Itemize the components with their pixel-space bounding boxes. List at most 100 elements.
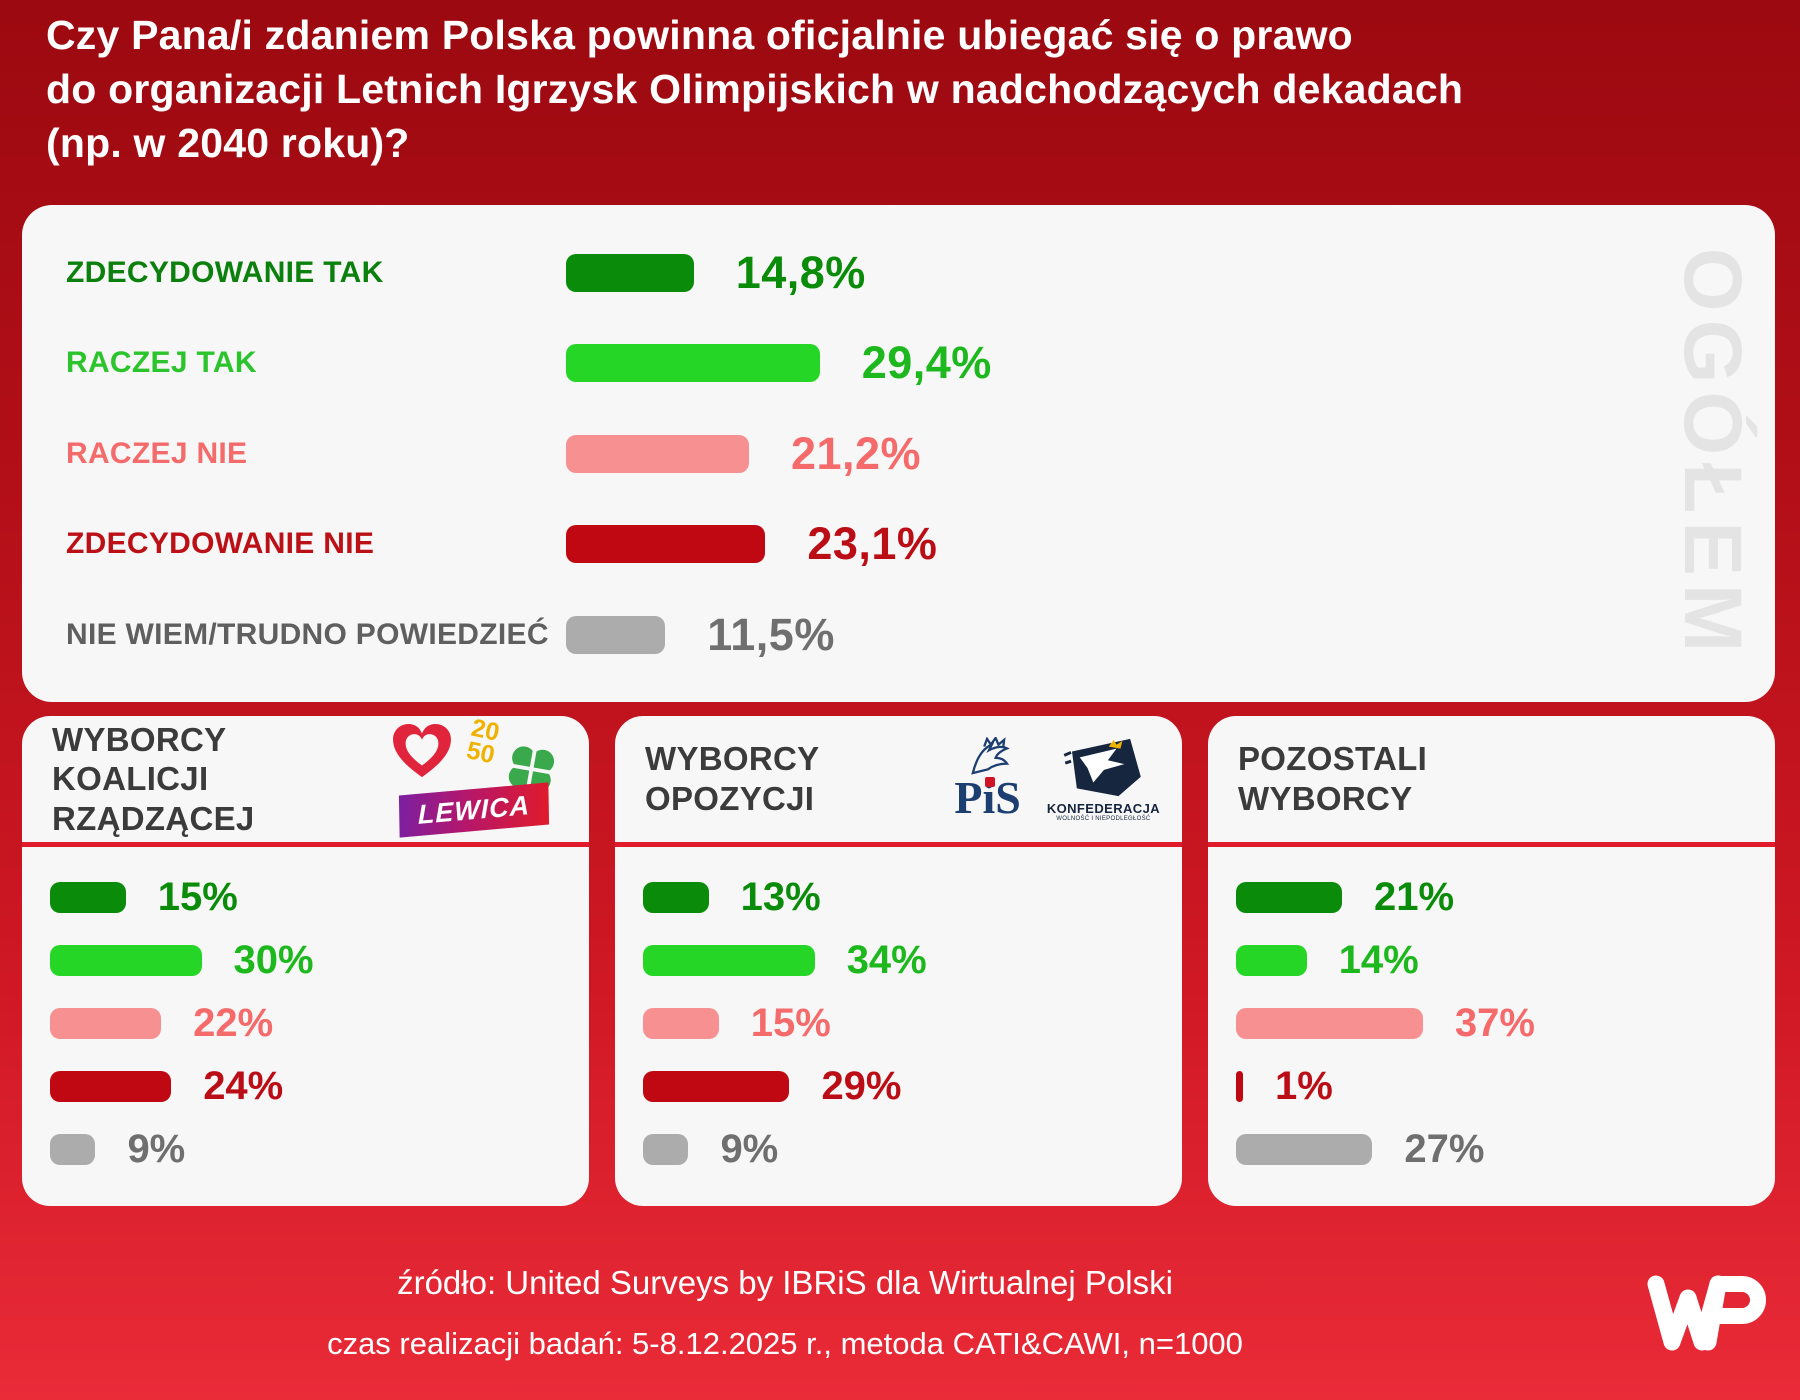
value-label: 1% <box>1275 1064 1333 1108</box>
value-bar <box>566 525 766 563</box>
value-bar <box>566 253 694 292</box>
red-divider <box>22 842 589 847</box>
value-label: 15% <box>157 875 238 919</box>
value-label: 9% <box>720 1127 779 1171</box>
panel-bar-chart: 13% 34% 15% 29% 9% <box>615 847 1182 1206</box>
value-label: 21% <box>1374 875 1455 919</box>
chart-row: 9% <box>643 1127 1154 1172</box>
answer-label: RACZEJ TAK <box>66 346 257 379</box>
opposition-logos: PiS KONFEDERACJA WOLNOŚĆ I NIEPODLEGŁOŚĆ <box>954 736 1160 822</box>
konfederacja-eagle-icon <box>1064 738 1142 797</box>
chart-row: 37% <box>1236 1001 1747 1046</box>
panel-title: POZOSTALI WYBORCY <box>1238 740 1428 817</box>
answer-label: RACZEJ NIE <box>66 436 248 470</box>
value-label: 22% <box>193 1001 274 1045</box>
voter-group-panels: WYBORCY KOALICJI RZĄDZĄCEJ 20 50 LEWICA 15% 3… <box>22 716 1775 1206</box>
chart-row: 14% <box>1236 938 1747 983</box>
value-bar <box>50 1008 162 1039</box>
panel-title: WYBORCY OPOZYCJI <box>645 740 820 817</box>
value-label: 11,5% <box>707 608 835 660</box>
konfederacja-wordmark: KONFEDERACJA <box>1046 801 1160 816</box>
panel-header: POZOSTALI WYBORCY <box>1208 716 1775 842</box>
chart-row: 21% <box>1236 875 1747 920</box>
value-label: 37% <box>1454 1001 1535 1045</box>
chart-row: 34% <box>643 938 1154 983</box>
pis-logo: PiS <box>954 737 1021 821</box>
voter-panel: WYBORCY OPOZYCJI PiS KONFEDERACJA WOLNOŚĆ I… <box>615 716 1182 1206</box>
value-label: 29% <box>821 1064 902 1108</box>
value-bar <box>50 1071 172 1102</box>
konfederacja-logo: KONFEDERACJA WOLNOŚĆ I NIEPODLEGŁOŚĆ <box>1047 736 1160 822</box>
value-bar <box>566 615 666 654</box>
value-label: 14% <box>1338 938 1419 982</box>
value-label: 14,8% <box>735 246 866 298</box>
panel-bar-chart: 21% 14% 37% 1% 27% <box>1208 847 1775 1206</box>
value-bar <box>1236 1008 1423 1039</box>
voter-panel: WYBORCY KOALICJI RZĄDZĄCEJ 20 50 LEWICA 15% 3… <box>22 716 589 1206</box>
chart-row: 13% <box>643 875 1154 920</box>
overall-bar-chart: ZDECYDOWANIE TAK 14,8% RACZEJ TAK 29,4% RACZ… <box>22 219 1775 688</box>
source-note: źródło: United Surveys by IBRiS dla Wirt… <box>397 1264 1173 1301</box>
value-bar <box>1236 882 1343 913</box>
value-bar <box>1236 945 1307 976</box>
red-divider <box>1208 842 1775 847</box>
coalition-logos: 20 50 LEWICA <box>389 716 567 839</box>
pis-eagle-icon <box>970 737 1010 775</box>
panel-header: WYBORCY OPOZYCJI PiS KONFEDERACJA WOLNOŚĆ I… <box>615 716 1182 842</box>
value-label: 9% <box>127 1127 186 1171</box>
lewica-logo: LEWICA <box>398 782 550 838</box>
value-label: 21,2% <box>790 427 922 479</box>
pis-i-dot <box>984 777 995 787</box>
value-bar <box>1236 1134 1373 1165</box>
chart-row: 1% <box>1236 1064 1747 1109</box>
value-label: 27% <box>1404 1127 1485 1171</box>
value-bar <box>50 1134 96 1165</box>
panel-bar-chart: 15% 30% 22% 24% 9% <box>22 847 589 1206</box>
ko-heart-icon <box>393 723 451 778</box>
value-bar <box>566 344 820 382</box>
wp-logo <box>1642 1262 1774 1367</box>
konfederacja-slogan: WOLNOŚĆ I NIEPODLEGŁOŚĆ <box>1056 816 1151 822</box>
chart-row: RACZEJ TAK 29,4% <box>22 326 1775 400</box>
value-label: 30% <box>233 938 314 982</box>
chart-row: NIE WIEM/TRUDNO POWIEDZIEĆ 11,5% <box>22 598 1775 672</box>
chart-row: RACZEJ NIE 21,2% <box>22 417 1775 491</box>
chart-row: ZDECYDOWANIE TAK 14,8% <box>22 236 1775 310</box>
chart-row: 9% <box>50 1127 561 1172</box>
answer-label: ZDECYDOWANIE TAK <box>66 255 384 289</box>
chart-row: 15% <box>50 875 561 920</box>
overall-watermark: OGÓŁEM <box>1667 247 1758 660</box>
ko-heart-logo <box>391 723 453 784</box>
value-bar <box>643 882 709 913</box>
value-bar <box>643 1071 790 1102</box>
value-bar <box>643 1134 689 1165</box>
value-bar <box>1236 1071 1243 1102</box>
overall-panel: ZDECYDOWANIE TAK 14,8% RACZEJ TAK 29,4% RACZ… <box>22 205 1775 702</box>
value-label: 24% <box>203 1064 284 1108</box>
value-label: 15% <box>750 1001 831 1045</box>
value-label: 34% <box>846 938 927 982</box>
value-bar <box>643 1008 719 1039</box>
answer-label: NIE WIEM/TRUDNO POWIEDZIEĆ <box>66 617 549 651</box>
answer-label: ZDECYDOWANIE NIE <box>66 527 375 560</box>
value-bar <box>566 434 749 473</box>
method-note: czas realizacji badań: 5-8.12.2025 r., m… <box>327 1326 1243 1361</box>
value-label: 29,4% <box>861 337 992 388</box>
footer: źródło: United Surveys by IBRiS dla Wirt… <box>0 1264 1570 1362</box>
value-bar <box>50 882 126 913</box>
chart-row: ZDECYDOWANIE NIE 23,1% <box>22 507 1775 581</box>
value-label: 13% <box>740 875 821 919</box>
value-label: 23,1% <box>807 518 938 569</box>
polska-2050-logo: 20 50 <box>464 716 502 770</box>
chart-row: 29% <box>643 1064 1154 1109</box>
chart-row: 15% <box>643 1001 1154 1046</box>
value-bar <box>643 945 815 976</box>
chart-row: 22% <box>50 1001 561 1046</box>
chart-row: 30% <box>50 938 561 983</box>
panel-title: WYBORCY KOALICJI RZĄDZĄCEJ <box>52 720 255 837</box>
red-divider <box>615 842 1182 847</box>
voter-panel: POZOSTALI WYBORCY 21% 14% 37% 1% 27% <box>1208 716 1775 1206</box>
panel-header: WYBORCY KOALICJI RZĄDZĄCEJ 20 50 LEWICA <box>22 716 589 842</box>
value-bar <box>50 945 202 976</box>
chart-row: 27% <box>1236 1127 1747 1172</box>
